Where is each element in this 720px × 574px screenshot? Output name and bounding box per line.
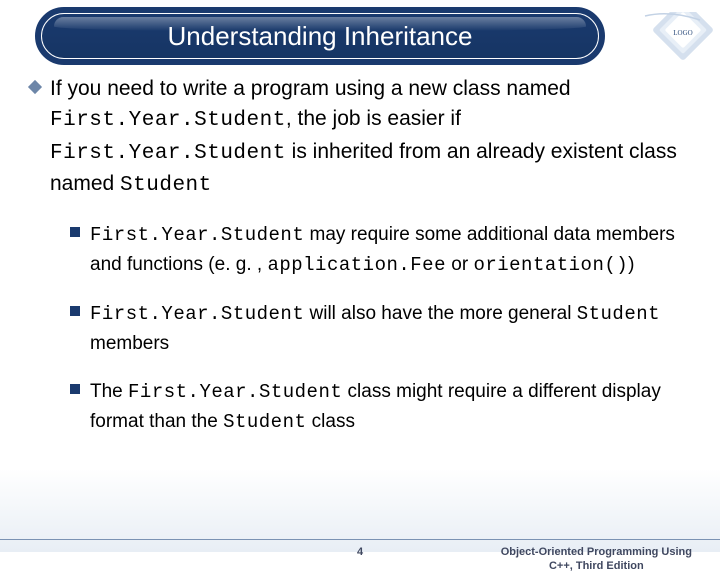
sub-bullet-text: First.Year.Student may require some addi…	[90, 220, 690, 281]
main-bullet: If you need to write a program using a n…	[28, 74, 690, 202]
page-number: 4	[357, 546, 363, 558]
sub-bullet-text: First.Year.Student will also have the mo…	[90, 299, 690, 359]
main-paragraph: If you need to write a program using a n…	[50, 74, 690, 202]
sub-bullet-item: The First.Year.Student class might requi…	[70, 377, 690, 438]
sub-bullet-item: First.Year.Student will also have the mo…	[70, 299, 690, 359]
diamond-bullet-icon	[28, 80, 42, 94]
svg-text:LOGO: LOGO	[673, 29, 692, 37]
book-reference: Object-Oriented Programming Using C++, T…	[501, 546, 692, 574]
book-line-2: C++, Third Edition	[549, 560, 644, 572]
sub-bullet-item: First.Year.Student may require some addi…	[70, 220, 690, 281]
slide-content: If you need to write a program using a n…	[0, 60, 720, 437]
logo-corner: LOGO	[625, 12, 720, 82]
sub-bullet-list: First.Year.Student may require some addi…	[70, 220, 690, 438]
book-line-1: Object-Oriented Programming Using	[501, 546, 692, 558]
square-bullet-icon	[70, 384, 80, 394]
square-bullet-icon	[70, 306, 80, 316]
slide-title: Understanding Inheritance	[168, 21, 473, 52]
sub-bullet-text: The First.Year.Student class might requi…	[90, 377, 690, 438]
slide-title-bar: Understanding Inheritance	[40, 12, 600, 60]
square-bullet-icon	[70, 227, 80, 237]
